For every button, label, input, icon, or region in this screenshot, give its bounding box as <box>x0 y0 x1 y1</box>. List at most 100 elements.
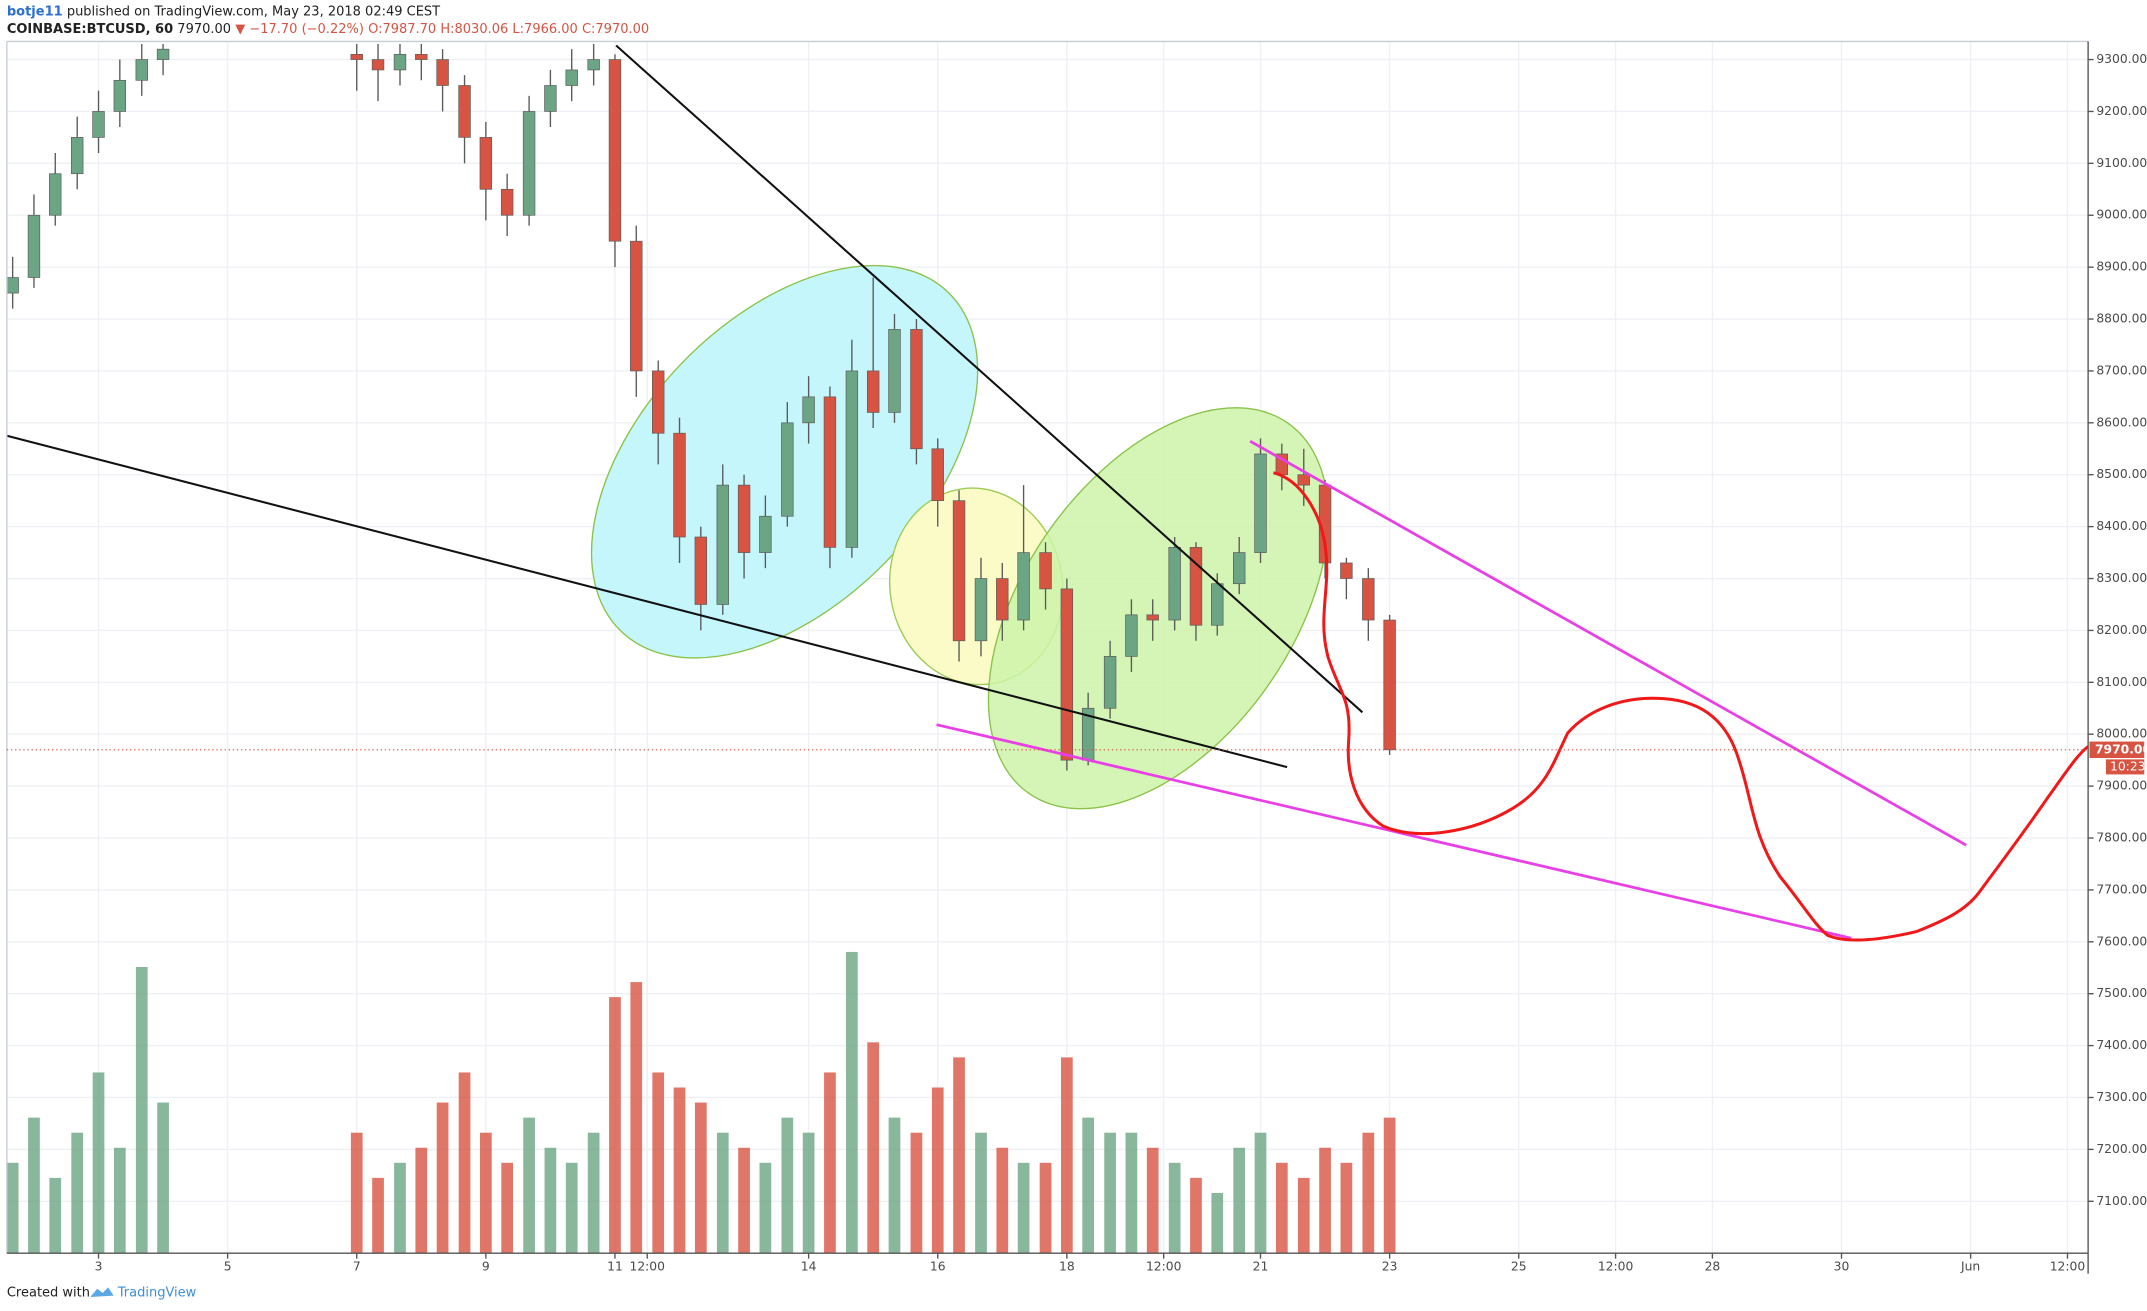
volume-bar <box>1340 1162 1353 1254</box>
author: botje11 <box>7 4 63 19</box>
candle-body <box>1383 619 1396 751</box>
x-tick-label: 14 <box>801 1259 817 1273</box>
footer-text: Created with <box>7 1285 90 1300</box>
volume-bar <box>759 1162 772 1254</box>
header-line2: COINBASE:BTCUSD, 60 7970.00 ▼ −17.70 (−0… <box>7 22 649 37</box>
y-tick-label: 8500.00 <box>2096 467 2147 481</box>
volume-bar <box>802 1132 815 1254</box>
volume-bar <box>1060 1057 1073 1254</box>
volume-bar <box>479 1132 492 1254</box>
x-tick-label: 18 <box>1059 1259 1075 1273</box>
volume-bar <box>1146 1147 1159 1254</box>
volume-bar <box>1362 1132 1375 1254</box>
candle-body <box>544 85 557 112</box>
y-tick-label: 8300.00 <box>2096 571 2147 585</box>
candle-body <box>1103 656 1117 709</box>
trend-line <box>615 44 1364 714</box>
candle-body <box>910 329 923 450</box>
volume-bar <box>846 951 858 1254</box>
x-tick-label: 28 <box>1705 1259 1721 1273</box>
x-tick-label: 30 <box>1834 1259 1850 1273</box>
candle-body <box>845 370 859 548</box>
y-tick-label: 9100.00 <box>2096 156 2147 170</box>
volume-bar <box>71 1132 84 1254</box>
volume-bar <box>544 1147 557 1254</box>
x-tick-label: 12:00 <box>1146 1259 1182 1273</box>
candle-body <box>888 329 901 413</box>
y-tick-label: 7100.00 <box>2096 1194 2147 1208</box>
y-tick-label: 7600.00 <box>2096 934 2147 948</box>
candle-body <box>371 59 385 71</box>
volume-bar <box>372 1177 384 1254</box>
candle-body <box>49 173 62 216</box>
y-tick-label: 8000.00 <box>2096 727 2147 741</box>
volume-bar <box>1017 1162 1030 1254</box>
volume-bar <box>673 1087 686 1254</box>
volume-bar <box>523 1117 535 1254</box>
volume-bar <box>652 1072 665 1254</box>
volume-bar <box>113 1147 126 1254</box>
candle-body <box>393 54 407 71</box>
volume-bar <box>1254 1132 1267 1254</box>
volume-bar <box>394 1162 406 1254</box>
volume-bar <box>157 1102 169 1254</box>
volume-bar <box>587 1132 600 1254</box>
x-tick-label: 16 <box>930 1259 946 1273</box>
volume-bar <box>975 1132 987 1254</box>
y-tick-label: 8100.00 <box>2096 675 2147 689</box>
candle-body <box>716 484 729 605</box>
trend-line <box>1249 440 1967 847</box>
volume-bar <box>1168 1162 1181 1254</box>
candle-body <box>694 536 708 605</box>
volume-bar <box>609 997 621 1254</box>
volume-bar <box>436 1102 449 1254</box>
volume-bar <box>135 967 148 1254</box>
volume-bar <box>350 1132 363 1254</box>
candle-body <box>1125 614 1138 657</box>
candle-body <box>522 111 536 216</box>
y-tick-label: 8700.00 <box>2096 363 2147 377</box>
volume-bar <box>1319 1147 1331 1254</box>
candle-body <box>587 59 600 71</box>
ohlc-low: L:7966.00 <box>512 22 577 37</box>
candle-body <box>781 422 794 517</box>
last-price-label: 7970.00 <box>2095 742 2147 756</box>
volume-bar <box>996 1147 1009 1254</box>
volume-bar <box>716 1132 729 1254</box>
y-tick-label: 7800.00 <box>2096 831 2147 845</box>
ohlc-high: H:8030.06 <box>440 22 508 37</box>
y-tick-label: 8400.00 <box>2096 519 2147 533</box>
trend-lines <box>6 44 2089 942</box>
candle-body <box>1039 552 1052 590</box>
volume-bar <box>92 1072 105 1254</box>
volume-bar <box>781 1117 794 1254</box>
candle-body <box>500 188 514 216</box>
y-tick-label: 7300.00 <box>2096 1090 2147 1104</box>
ohlc-close: C:7970.00 <box>582 22 649 37</box>
y-tick-label: 7400.00 <box>2096 1038 2147 1052</box>
candle-body <box>1362 578 1375 621</box>
x-tick-label: Jun <box>1960 1259 1980 1273</box>
y-tick-label: 8900.00 <box>2096 260 2147 274</box>
candle-body <box>565 69 578 86</box>
candle-body <box>458 85 471 138</box>
candle-body <box>759 515 772 553</box>
candle-body <box>823 396 837 548</box>
trend-line <box>6 434 1288 769</box>
volume-bar <box>867 1042 880 1254</box>
candle-body <box>866 370 880 413</box>
candle-body <box>673 432 686 538</box>
candle-body <box>802 396 815 424</box>
volume-bar <box>630 982 643 1254</box>
candle-body <box>1254 453 1267 553</box>
candle-body <box>1146 614 1159 621</box>
candle-body <box>974 578 988 642</box>
y-tick-label: 7900.00 <box>2096 779 2147 793</box>
candle-body <box>92 111 105 138</box>
candle-body <box>652 370 665 434</box>
volume-bar <box>1233 1147 1246 1254</box>
volume-bar <box>694 1102 707 1254</box>
volume-bar <box>824 1072 836 1254</box>
volume-bar <box>28 1117 40 1254</box>
